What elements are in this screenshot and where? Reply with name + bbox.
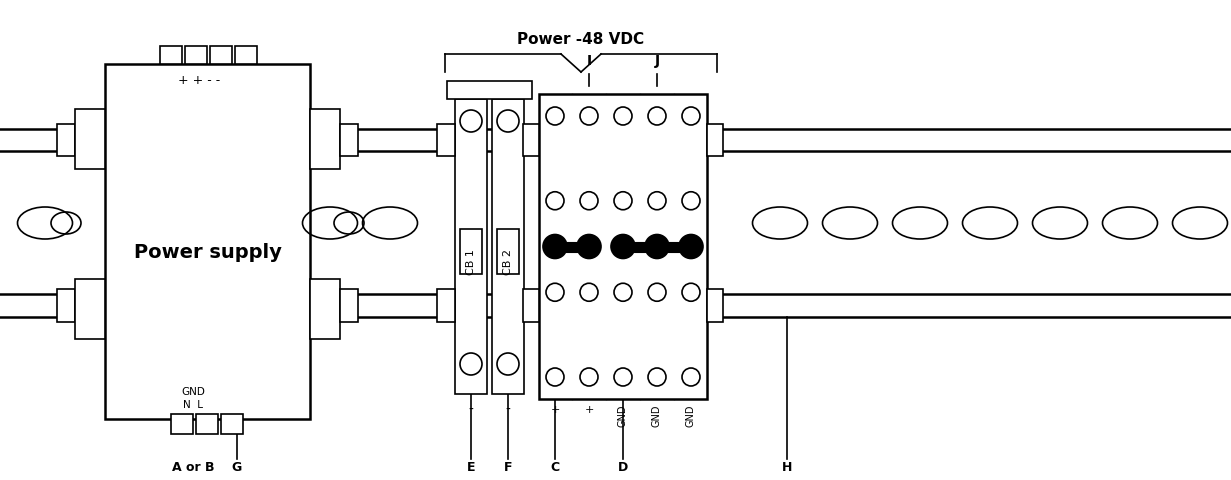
Text: GND: GND	[181, 386, 204, 396]
Text: + + - -: + + - -	[177, 73, 220, 86]
Bar	[447, 82, 532, 100]
Circle shape	[648, 284, 666, 301]
Bar	[340, 125, 358, 156]
Circle shape	[648, 192, 666, 210]
Text: E: E	[467, 460, 475, 473]
Text: I: I	[586, 54, 592, 68]
Text: GND: GND	[686, 404, 696, 427]
Text: -: -	[469, 402, 474, 416]
Text: A or B: A or B	[172, 460, 214, 473]
Bar	[185, 47, 207, 65]
Text: CB 2: CB 2	[503, 249, 513, 275]
Text: J: J	[655, 54, 660, 68]
Circle shape	[460, 111, 483, 133]
Text: GND: GND	[652, 404, 662, 427]
Circle shape	[614, 192, 632, 210]
Circle shape	[680, 235, 703, 259]
Text: N  L: N L	[183, 399, 203, 409]
Circle shape	[460, 353, 483, 375]
Circle shape	[614, 108, 632, 126]
Circle shape	[682, 368, 700, 386]
Circle shape	[682, 108, 700, 126]
Text: D: D	[618, 460, 628, 473]
Text: GND: GND	[618, 404, 628, 427]
Text: +: +	[585, 404, 593, 414]
Bar	[707, 125, 723, 156]
Bar	[310, 110, 340, 169]
Bar	[460, 229, 483, 274]
Circle shape	[497, 353, 519, 375]
Circle shape	[614, 284, 632, 301]
Bar	[235, 47, 257, 65]
Bar	[310, 279, 340, 339]
Bar	[497, 229, 519, 274]
Bar	[196, 414, 218, 434]
Text: CB 1: CB 1	[467, 249, 476, 275]
Circle shape	[547, 284, 564, 301]
Circle shape	[543, 235, 567, 259]
Circle shape	[648, 368, 666, 386]
Bar	[75, 110, 105, 169]
Text: H: H	[782, 460, 793, 473]
Bar	[75, 279, 105, 339]
Text: +: +	[550, 404, 560, 414]
Text: C: C	[550, 460, 560, 473]
Bar	[211, 47, 231, 65]
Text: -: -	[506, 402, 511, 416]
Circle shape	[497, 111, 519, 133]
Circle shape	[547, 192, 564, 210]
Bar	[455, 100, 487, 394]
Text: F: F	[503, 460, 512, 473]
Text: G: G	[231, 460, 243, 473]
Bar	[160, 47, 182, 65]
Bar	[707, 289, 723, 323]
Bar	[340, 289, 358, 323]
Circle shape	[648, 108, 666, 126]
Circle shape	[682, 284, 700, 301]
Circle shape	[645, 235, 668, 259]
Circle shape	[614, 368, 632, 386]
Circle shape	[547, 368, 564, 386]
Text: Power -48 VDC: Power -48 VDC	[517, 32, 645, 47]
Text: Power supply: Power supply	[133, 242, 282, 262]
Bar	[437, 125, 455, 156]
Circle shape	[547, 108, 564, 126]
Bar	[437, 289, 455, 323]
Bar	[492, 100, 524, 394]
Bar	[57, 289, 75, 323]
Bar	[222, 414, 243, 434]
Circle shape	[682, 192, 700, 210]
Bar	[171, 414, 193, 434]
Circle shape	[580, 108, 598, 126]
Bar	[523, 125, 539, 156]
Bar	[105, 65, 310, 419]
Bar	[523, 289, 539, 323]
Circle shape	[580, 192, 598, 210]
Circle shape	[580, 368, 598, 386]
Bar	[539, 95, 707, 399]
Bar	[57, 125, 75, 156]
Circle shape	[580, 284, 598, 301]
Circle shape	[611, 235, 635, 259]
Circle shape	[577, 235, 601, 259]
